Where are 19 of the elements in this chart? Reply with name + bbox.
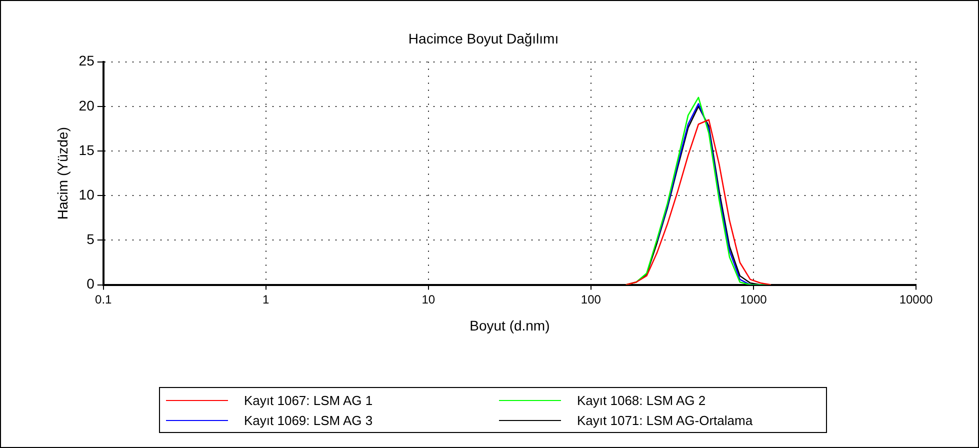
chart-title: Hacimce Boyut Dağılımı xyxy=(408,30,559,46)
x-tick-label: 100 xyxy=(580,292,602,306)
x-axis-title: Boyut (d.nm) xyxy=(470,317,550,334)
legend-label: Kayıt 1068: LSM AG 2 xyxy=(577,392,706,408)
x-tick-label: 10000 xyxy=(899,292,934,306)
x-tick-label: 1 xyxy=(262,292,270,306)
y-tick-label: 0 xyxy=(86,276,95,292)
y-tick-label: 25 xyxy=(78,52,95,69)
legend-label: Kayıt 1071: LSM AG-Ortalama xyxy=(577,412,753,428)
legend-label: Kayıt 1069: LSM AG 3 xyxy=(244,412,373,428)
y-tick-label: 10 xyxy=(78,186,95,202)
x-tick-label: 0.1 xyxy=(95,292,112,306)
y-tick-label: 15 xyxy=(78,142,95,158)
legend-label: Kayıt 1067: LSM AG 1 xyxy=(244,392,373,408)
x-tick-label: 10 xyxy=(422,292,436,306)
y-tick-label: 20 xyxy=(78,97,95,114)
y-axis-title: Hacim (Yüzde) xyxy=(54,127,70,220)
x-tick-label: 1000 xyxy=(740,292,768,306)
y-tick-label: 5 xyxy=(86,231,95,248)
